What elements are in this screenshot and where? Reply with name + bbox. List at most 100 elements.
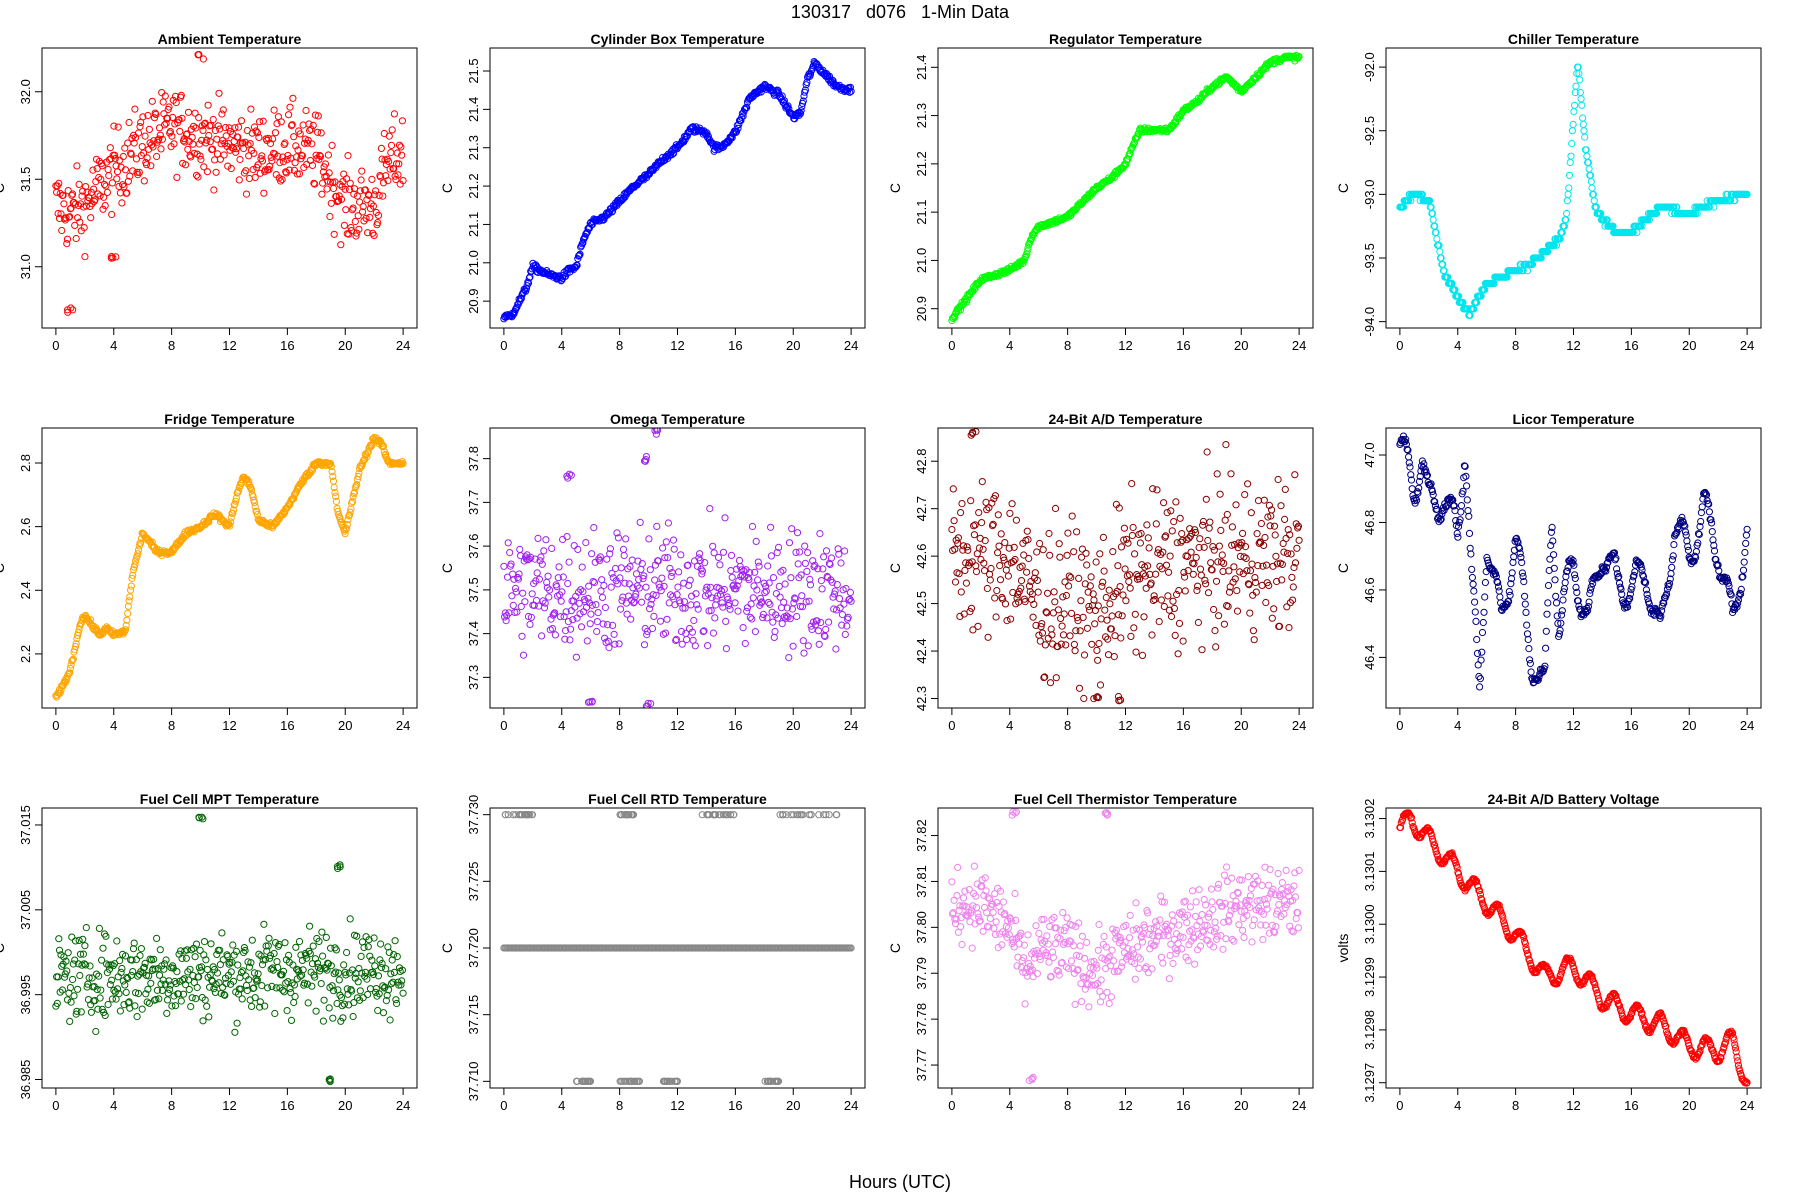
data-point (183, 946, 191, 954)
data-point (1243, 567, 1251, 575)
data-point (260, 920, 268, 928)
data-point (217, 140, 225, 148)
data-point (105, 965, 114, 973)
data-point (846, 588, 855, 597)
data-point (258, 157, 267, 165)
data-point (253, 507, 261, 515)
data-points (52, 813, 407, 1086)
data-point (391, 937, 399, 945)
data-point (1739, 566, 1748, 574)
data-point (804, 549, 812, 557)
data-point (329, 472, 337, 480)
data-point (1183, 552, 1192, 561)
data-point (1568, 139, 1576, 148)
data-point (577, 586, 585, 594)
data-point (74, 985, 82, 993)
x-tick-label: 20 (338, 338, 352, 353)
data-point (352, 232, 360, 240)
data-point (1029, 613, 1037, 621)
data-point (1465, 529, 1474, 538)
x-tick-label: 0 (52, 718, 59, 733)
data-point (173, 968, 181, 976)
data-point (220, 991, 228, 999)
x-tick-label: 20 (786, 338, 800, 353)
data-point (380, 984, 388, 992)
data-point (122, 622, 130, 630)
data-point (181, 138, 189, 146)
data-point (980, 567, 989, 575)
data-point (954, 534, 963, 542)
data-point (1001, 539, 1009, 547)
data-point (299, 121, 307, 129)
data-point (100, 193, 108, 201)
data-point (793, 529, 802, 537)
data-point (369, 229, 377, 237)
data-point (810, 563, 818, 571)
data-point (672, 636, 680, 645)
data-point (366, 213, 374, 221)
data-point (1115, 697, 1123, 705)
data-point (245, 976, 253, 984)
data-point (287, 989, 295, 997)
data-point (340, 170, 348, 178)
data-point (235, 487, 243, 495)
data-point (617, 605, 625, 613)
data-point (1105, 586, 1113, 594)
data-point (108, 210, 116, 219)
data-point (182, 161, 190, 169)
data-point (1639, 573, 1648, 581)
data-point (737, 573, 745, 581)
data-point (593, 618, 602, 626)
data-point (704, 132, 712, 140)
data-point (815, 640, 823, 648)
data-point (1294, 522, 1303, 530)
data-point (1132, 648, 1140, 656)
data-point (654, 557, 662, 565)
data-point (1286, 531, 1294, 539)
data-point (234, 133, 242, 141)
data-point (66, 984, 75, 992)
data-point (1553, 612, 1561, 620)
data-point (751, 568, 759, 576)
data-point (743, 103, 751, 112)
data-point (1492, 570, 1500, 578)
data-point (1071, 647, 1079, 655)
data-point (986, 576, 994, 584)
data-point (1262, 561, 1271, 569)
data-point (278, 971, 286, 979)
data-point (672, 635, 681, 644)
data-point (559, 573, 567, 581)
data-point (957, 508, 965, 517)
data-point (1684, 542, 1692, 551)
chart-fuel-cell-mpt-temperature: Fuel Cell MPT TemperatureC0481216202436.… (0, 791, 418, 1113)
data-point (515, 570, 523, 578)
data-point (836, 604, 844, 612)
data-point (153, 152, 161, 161)
data-point (979, 545, 987, 553)
data-point (205, 1013, 213, 1021)
data-point (353, 481, 361, 489)
data-point (1407, 476, 1416, 484)
data-point (210, 985, 218, 993)
data-point (588, 601, 596, 609)
data-point (1406, 463, 1414, 471)
data-point (328, 982, 336, 990)
data-point (278, 175, 286, 184)
data-point (244, 958, 252, 966)
data-point (147, 162, 155, 170)
data-point (203, 136, 211, 144)
data-point (199, 126, 207, 134)
data-point (959, 542, 968, 550)
data-point (1521, 592, 1529, 600)
data-point (231, 1028, 239, 1036)
data-point (584, 594, 592, 602)
data-point (363, 975, 371, 983)
data-point (846, 83, 855, 91)
data-point (288, 121, 296, 129)
data-point (697, 565, 705, 573)
x-tick-label: 12 (670, 338, 684, 353)
data-point (1126, 584, 1134, 592)
data-point (268, 157, 276, 165)
data-point (1041, 673, 1049, 681)
